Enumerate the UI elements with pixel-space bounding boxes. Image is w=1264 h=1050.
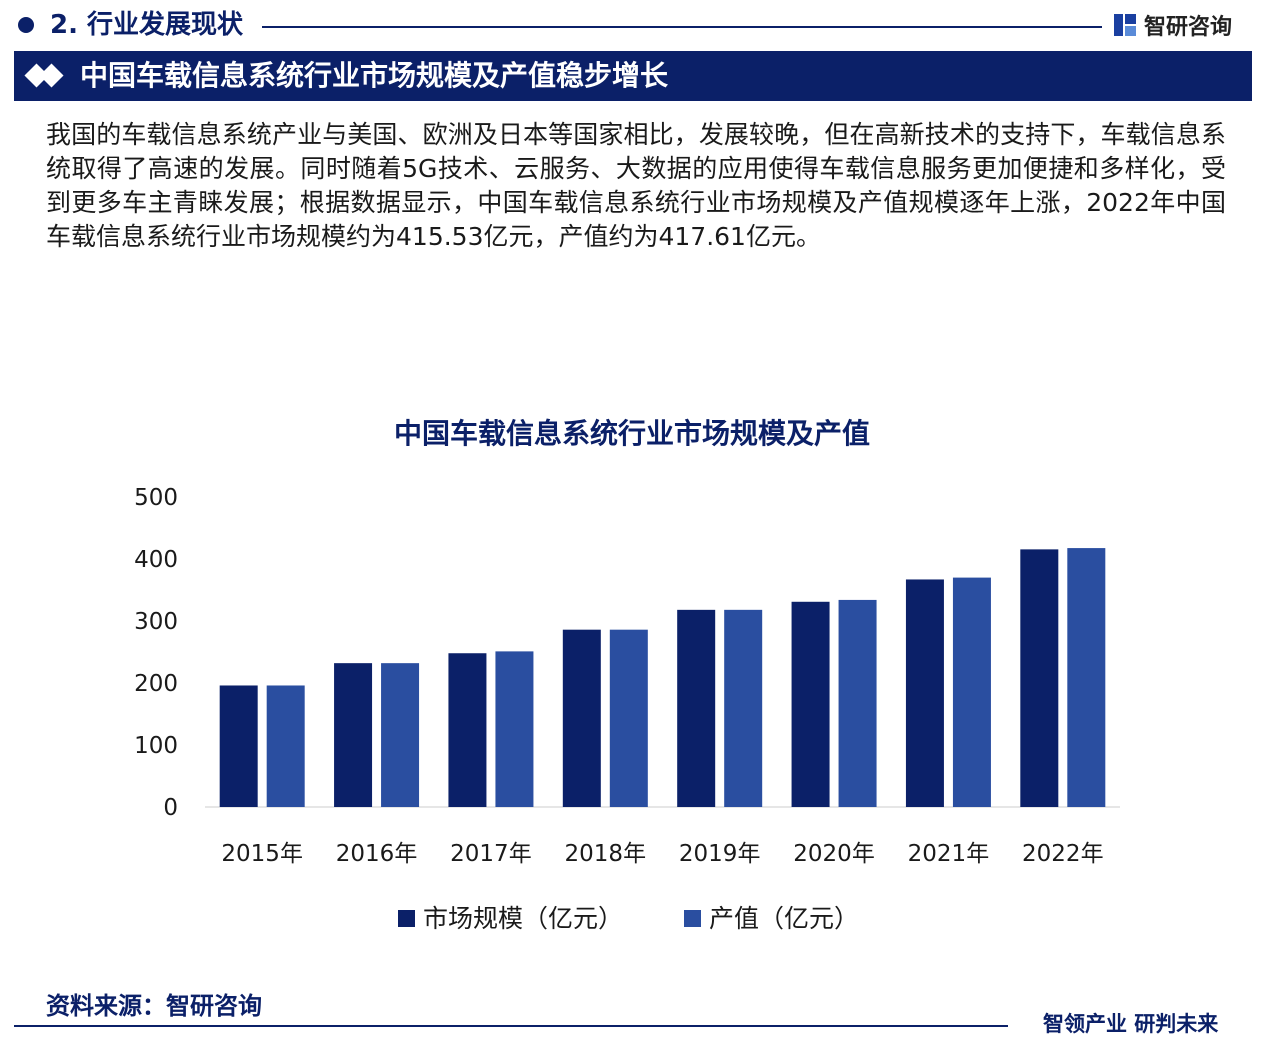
y-tick-label: 500 xyxy=(134,485,178,511)
bar-output-value xyxy=(724,609,763,807)
intro-paragraph: 我国的车载信息系统产业与美国、欧洲及日本等国家相比，发展较晚，但在高新技术的支持… xyxy=(46,120,1226,251)
bar-output-value xyxy=(609,629,648,807)
brand-name: 智研咨询 xyxy=(1144,15,1233,40)
bar-output-value xyxy=(952,577,991,807)
section-title: 2. 行业发展现状 xyxy=(50,10,244,40)
bar-market-size xyxy=(219,685,258,807)
double-diamond-icon xyxy=(24,63,66,88)
x-tick-label: 2018年 xyxy=(565,841,647,867)
bar-output-value xyxy=(266,685,305,807)
legend-swatch xyxy=(684,910,701,927)
brand-logo-icon xyxy=(1114,14,1136,36)
y-tick-label: 200 xyxy=(134,671,178,697)
y-tick-label: 100 xyxy=(134,733,178,759)
bar-chart: 中国车载信息系统行业市场规模及产值 0 100 200 300 400 500 2015年 20… xyxy=(134,417,1120,933)
bar-market-size xyxy=(905,579,944,807)
bar-market-size xyxy=(334,663,373,807)
footer-divider xyxy=(14,1025,1008,1027)
banner-title: 中国车载信息系统行业市场规模及产值稳步增长 xyxy=(80,59,669,92)
bar-market-size xyxy=(1020,549,1059,807)
legend-label: 市场规模（亿元） xyxy=(423,904,623,933)
brand-logo: 智研咨询 xyxy=(1114,10,1232,40)
section-divider xyxy=(262,26,1102,28)
bar-output-value xyxy=(838,599,877,807)
legend-label: 产值（亿元） xyxy=(709,904,859,933)
x-tick-label: 2016年 xyxy=(336,841,418,867)
section-bullet-icon xyxy=(18,17,34,33)
y-tick-label: 300 xyxy=(134,609,178,635)
footer-slogan: 智领产业 研判未来 xyxy=(1043,1012,1219,1036)
x-tick-label: 2015年 xyxy=(221,841,303,867)
y-tick-label: 0 xyxy=(163,795,178,821)
title-banner: 中国车载信息系统行业市场规模及产值稳步增长 xyxy=(14,51,1252,101)
x-tick-label: 2020年 xyxy=(793,841,875,867)
bar-market-size xyxy=(677,609,716,807)
x-tick-label: 2021年 xyxy=(908,841,990,867)
bar-output-value xyxy=(1067,548,1106,807)
bar-market-size xyxy=(562,629,601,807)
bar-market-size xyxy=(448,653,487,807)
bar-output-value xyxy=(381,663,420,807)
bar-market-size xyxy=(791,601,830,807)
bar-output-value xyxy=(495,651,534,807)
chart-container: 中国车载信息系统行业市场规模及产值 0 100 200 300 400 500 2015年 20… xyxy=(0,400,1264,960)
chart-title: 中国车载信息系统行业市场规模及产值 xyxy=(394,417,870,450)
data-source: 资料来源：智研咨询 xyxy=(46,992,262,1020)
legend-swatch xyxy=(398,910,415,927)
x-tick-label: 2022年 xyxy=(1022,841,1104,867)
x-tick-label: 2019年 xyxy=(679,841,761,867)
x-tick-label: 2017年 xyxy=(450,841,532,867)
y-tick-label: 400 xyxy=(134,547,178,573)
